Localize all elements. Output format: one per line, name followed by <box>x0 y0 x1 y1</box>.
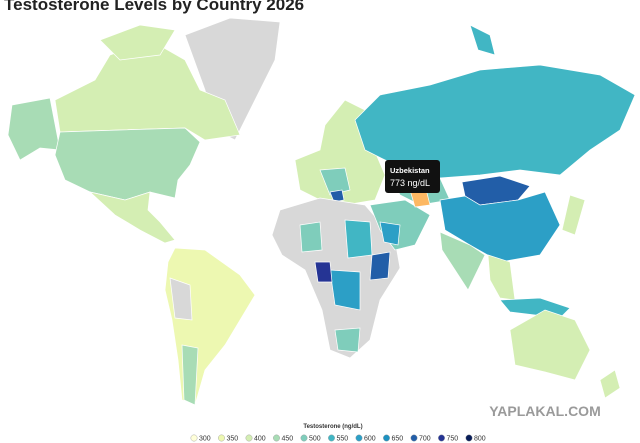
tooltip-country: Uzbekistan <box>390 166 430 175</box>
legend-swatch <box>300 434 308 442</box>
legend-label: 650 <box>392 436 404 443</box>
legend-swatch <box>383 434 390 442</box>
legend-label: 700 <box>419 436 431 443</box>
world-map <box>7 17 636 406</box>
legend-swatch <box>190 434 198 442</box>
legend-title: Testosterone (ng/dL) <box>303 424 362 430</box>
legend-swatch <box>245 434 253 442</box>
legend-label: 450 <box>282 436 294 443</box>
legend-label: 550 <box>337 436 349 443</box>
legend-swatch <box>273 434 280 442</box>
tooltip-box <box>385 160 440 193</box>
legend-swatch <box>465 434 473 442</box>
watermark: YAPLAKAL.COM <box>489 403 601 419</box>
legend-label: 800 <box>474 436 486 443</box>
legend-swatch <box>410 434 418 442</box>
legend-label: 350 <box>227 436 239 443</box>
legend-label: 400 <box>254 436 266 443</box>
title: Testosterone Levels by Country 2026 <box>4 0 304 14</box>
legend-swatch <box>438 434 445 442</box>
legend-swatch <box>218 434 225 442</box>
legend: 300 350 400 450 500 550 600 650 700 750 800 <box>190 434 486 443</box>
legend-label: 300 <box>199 436 211 443</box>
tooltip: Uzbekistan 773 ng/dL <box>385 160 440 193</box>
legend-label: 500 <box>309 436 321 443</box>
legend-swatch <box>355 434 363 442</box>
legend-label: 600 <box>364 436 376 443</box>
tooltip-value: 773 ng/dL <box>390 178 430 188</box>
legend-swatch <box>328 434 335 442</box>
legend-label: 750 <box>447 436 459 443</box>
